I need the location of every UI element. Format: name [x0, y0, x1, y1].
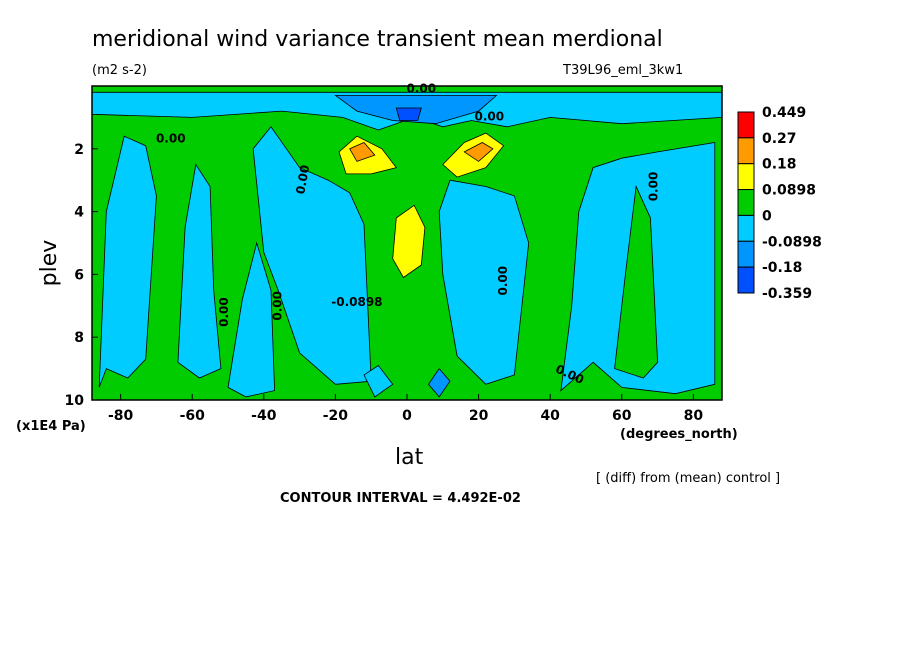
contour-label: 0.00: [647, 172, 661, 202]
region-nh-neg-mid: [438, 179, 530, 385]
diff-note: [ (diff) from (mean) control ]: [596, 471, 780, 486]
contour-label: 0.00: [156, 132, 186, 146]
x-axis-units: (degrees_north): [620, 427, 738, 442]
colorbar: 0.449 0.27 0.18 0.0898 0 -0.0898 -0.18 -0.359: [737, 105, 822, 302]
x-tick-label: 80: [684, 408, 704, 424]
y-tick-label: 2: [74, 142, 84, 158]
colorbar-swatch: [737, 111, 755, 139]
x-tick-label: -20: [323, 408, 349, 424]
contour-label: -0.0898: [331, 295, 382, 309]
colorbar-label: -0.0898: [762, 234, 822, 250]
colorbar-label: 0.449: [762, 105, 806, 121]
region-sh-neg-band-2: [177, 163, 222, 379]
y-tick-label: 10: [65, 393, 85, 409]
contour-label: 0.00: [407, 81, 437, 95]
region-sh-neg-lower: [227, 241, 276, 398]
colorbar-label: 0.0898: [762, 183, 816, 199]
region-eq-pos: [392, 204, 426, 279]
contour-label: 0.00: [293, 164, 312, 196]
x-tick-label: 60: [612, 408, 632, 424]
chart-units: (m2 s-2): [92, 63, 147, 78]
x-tick-label: -40: [251, 408, 277, 424]
region-sh-neg-band: [98, 135, 157, 388]
colorbar-label: -0.18: [762, 260, 802, 276]
region-top-neg-core: [395, 107, 422, 121]
experiment-label: T39L96_eml_3kw1: [562, 63, 683, 78]
y-tick-label: 4: [74, 205, 84, 221]
y-tick-label: 6: [74, 267, 84, 283]
chart-title: meridional wind variance transient mean …: [92, 27, 663, 52]
colorbar-swatch: [737, 240, 755, 268]
colorbar-label: 0.18: [762, 157, 797, 173]
y-axis-units: (x1E4 Pa): [16, 419, 86, 434]
contour-label: 0.00: [217, 297, 231, 327]
colorbar-swatch: [737, 266, 755, 294]
x-axis: -80 -60 -40 -20 0 20 40 60 80: [108, 394, 703, 424]
x-tick-label: 0: [402, 408, 412, 424]
contour-label: 0.00: [475, 110, 505, 124]
colorbar-label: -0.359: [762, 286, 812, 302]
colorbar-label: 0.27: [762, 131, 797, 147]
x-tick-label: -80: [108, 408, 134, 424]
y-tick-label: 8: [74, 330, 84, 346]
colorbar-swatch: [737, 137, 755, 165]
region-nh-pos-core: [463, 142, 494, 162]
colorbar-swatch: [737, 214, 755, 242]
contour-label: 0.00: [496, 266, 510, 296]
colorbar-swatch: [737, 189, 755, 216]
colorbar-swatch: [737, 163, 755, 191]
x-tick-label: 40: [540, 408, 560, 424]
colorbar-label: 0: [762, 208, 772, 224]
x-tick-label: -60: [180, 408, 206, 424]
region-lower-neg-1: [427, 367, 451, 398]
contour-label: 0.00: [271, 291, 285, 321]
y-axis-label: plev: [37, 240, 62, 287]
plot-area: 0.000.000.000.000.000.000.000.000.00-0.0…: [91, 81, 723, 401]
y-axis: 2 4 6 8 10: [65, 142, 98, 409]
region-lower-neg-2: [363, 364, 394, 398]
region-nh-pos-island: [614, 185, 659, 379]
x-tick-label: 20: [469, 408, 489, 424]
x-axis-label: lat: [395, 445, 424, 470]
contour-interval: CONTOUR INTERVAL = 4.492E-02: [280, 491, 521, 506]
region-sh-pos-core: [349, 142, 376, 162]
region-sh-neg-mid: [252, 126, 372, 385]
